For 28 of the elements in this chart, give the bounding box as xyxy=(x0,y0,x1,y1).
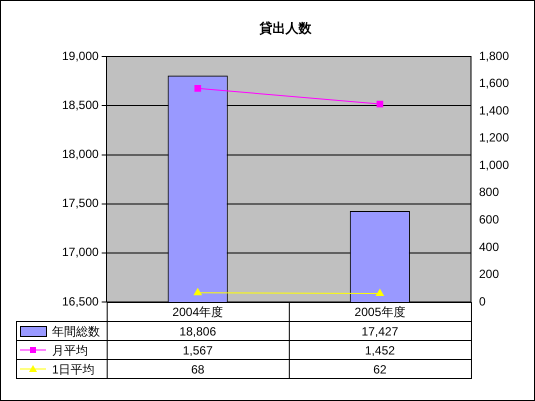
legend-label: 年間総数 xyxy=(52,324,100,338)
data-label: 17,427 xyxy=(362,324,399,338)
y-tick-label: 18,000 xyxy=(62,147,100,162)
data-label: 18,806 xyxy=(179,324,216,338)
y2-tick-label: 1,600 xyxy=(478,76,510,90)
data-label: 1,452 xyxy=(364,343,396,358)
y-tick-label: 17,500 xyxy=(62,196,100,210)
y2-tick-label: 200 xyxy=(478,267,500,282)
y2-tick-label: 1,400 xyxy=(478,103,510,118)
legend-label: 月平均 xyxy=(52,343,88,358)
y-tick-label: 19,000 xyxy=(62,48,100,63)
y-tick-label: 17,000 xyxy=(62,245,100,260)
y2-tick-label: 1,200 xyxy=(478,130,510,145)
y-tick-label: 16,500 xyxy=(62,294,100,308)
data-label: 1,567 xyxy=(182,343,214,358)
chart-title: 貸出人数 xyxy=(258,20,312,36)
y2-tick-label: 1,000 xyxy=(478,158,510,172)
x-tick-label: 2005年度 xyxy=(354,304,406,319)
x-tick-label: 2004年度 xyxy=(172,304,224,319)
y2-tick-label: 0 xyxy=(478,294,486,308)
y2-tick-label: 800 xyxy=(478,185,500,200)
y2-tick-label: 400 xyxy=(478,240,500,254)
y2-tick-label: 1,800 xyxy=(478,48,510,63)
y-tick-label: 18,500 xyxy=(62,98,100,112)
legend-label: 1日平均 xyxy=(52,362,95,376)
data-label: 68 xyxy=(191,362,205,376)
y2-tick-label: 600 xyxy=(478,212,500,227)
data-label: 62 xyxy=(373,362,387,376)
